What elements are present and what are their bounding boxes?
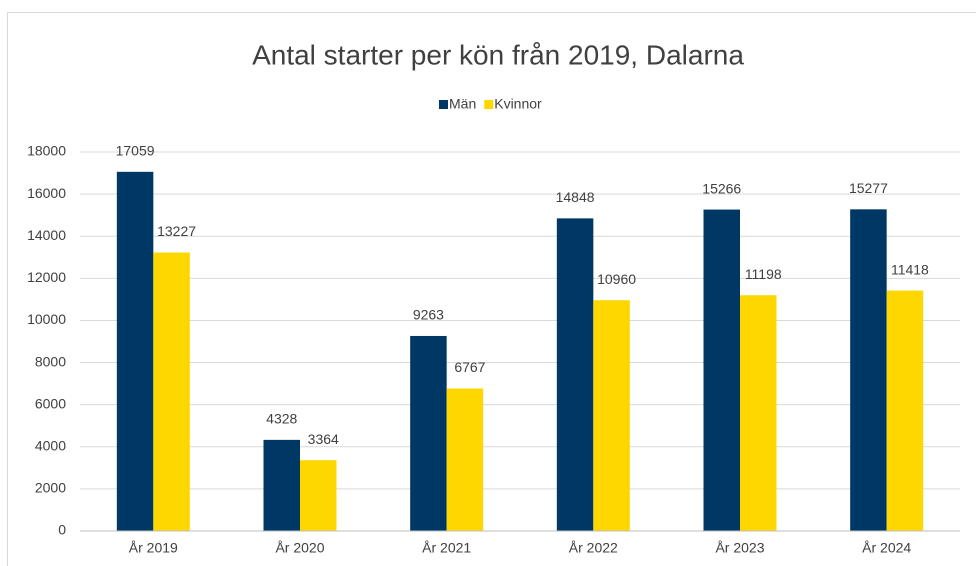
bar bbox=[300, 460, 337, 531]
value-label: 15266 bbox=[702, 180, 741, 196]
value-label: 6767 bbox=[454, 359, 485, 375]
y-tick-label: 16000 bbox=[27, 185, 66, 201]
y-tick-label: 4000 bbox=[35, 437, 66, 453]
value-label: 10960 bbox=[597, 271, 636, 287]
bar bbox=[153, 252, 190, 531]
value-label: 3364 bbox=[308, 431, 339, 447]
value-label: 15277 bbox=[849, 180, 888, 196]
bar bbox=[740, 295, 777, 531]
legend-label: Män bbox=[449, 96, 476, 112]
bar bbox=[446, 388, 484, 531]
x-tick-label: År 2023 bbox=[715, 540, 764, 556]
x-tick-label: År 2022 bbox=[569, 540, 618, 556]
x-tick-label: År 2019 bbox=[129, 540, 178, 556]
value-label: 4328 bbox=[266, 411, 297, 427]
value-label: 17059 bbox=[116, 143, 155, 159]
legend-swatch bbox=[484, 100, 494, 109]
bar bbox=[263, 439, 300, 531]
y-tick-label: 18000 bbox=[27, 143, 66, 159]
chart-title: Antal starter per kön från 2019, Dalarna bbox=[252, 39, 744, 70]
bar bbox=[410, 335, 447, 531]
bar bbox=[886, 290, 924, 531]
value-label: 14848 bbox=[556, 189, 595, 205]
y-tick-label: 10000 bbox=[27, 311, 66, 327]
value-label: 11198 bbox=[745, 266, 782, 282]
legend-label: Kvinnor bbox=[494, 96, 542, 112]
bar bbox=[593, 300, 630, 531]
value-label: 11418 bbox=[891, 261, 929, 277]
bar bbox=[850, 209, 887, 531]
legend-swatch bbox=[439, 100, 448, 109]
y-tick-label: 6000 bbox=[35, 395, 66, 411]
x-tick-label: År 2024 bbox=[862, 540, 911, 556]
bar bbox=[703, 209, 740, 531]
bar bbox=[556, 218, 594, 531]
y-tick-label: 2000 bbox=[35, 480, 66, 496]
y-tick-label: 14000 bbox=[27, 227, 66, 243]
value-label: 13227 bbox=[157, 223, 196, 239]
y-tick-label: 12000 bbox=[27, 269, 66, 285]
x-tick-label: År 2020 bbox=[275, 540, 324, 556]
y-tick-label: 0 bbox=[58, 522, 66, 538]
x-tick-label: År 2021 bbox=[422, 540, 471, 556]
y-tick-label: 8000 bbox=[35, 353, 66, 369]
value-label: 9263 bbox=[413, 307, 444, 323]
bar bbox=[116, 171, 154, 531]
